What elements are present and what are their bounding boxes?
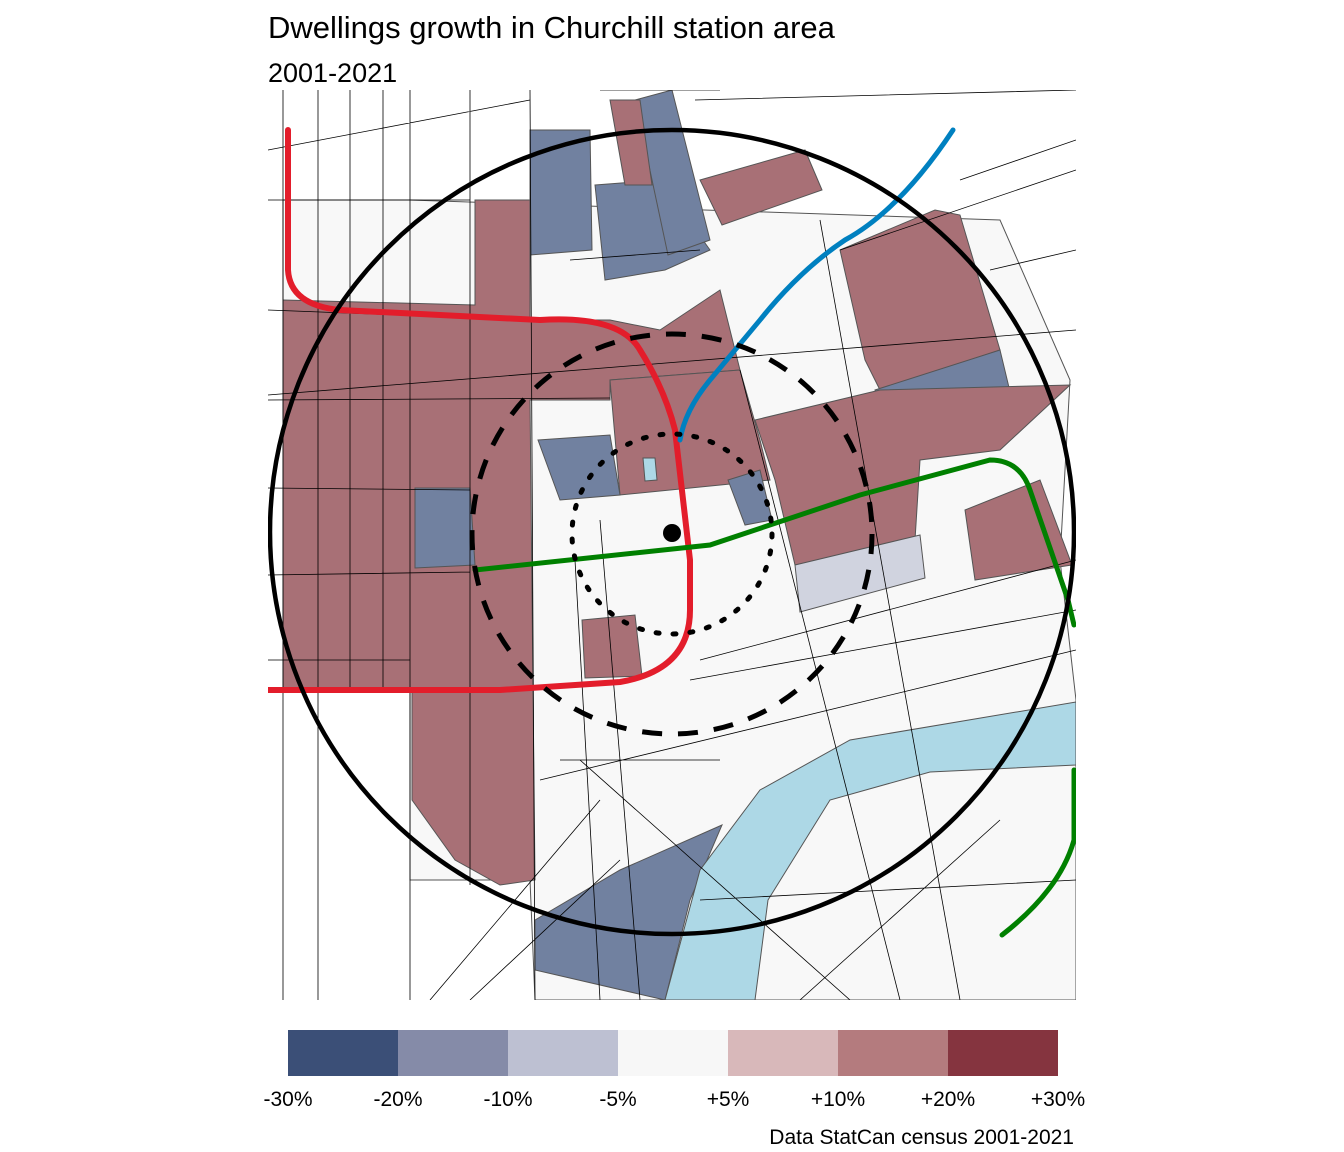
legend-tick-label: +20% [920, 1088, 976, 1111]
legend-ticks: -30% -20% -10% -5% +5% +10% +20% +30% [0, 1088, 1344, 1118]
small-water-area [642, 457, 658, 482]
station-point [663, 524, 681, 542]
legend-tick-label: +10% [810, 1088, 866, 1111]
legend-tick-label: -5% [599, 1088, 637, 1111]
legend-tick-label: -20% [373, 1088, 423, 1111]
red-line [268, 127, 693, 693]
census-areas [282, 90, 1076, 1000]
area-decline [529, 129, 593, 256]
map-subtitle: 2001-2021 [268, 58, 398, 88]
legend-tick-label: +30% [1030, 1088, 1086, 1111]
blue-line [677, 127, 956, 443]
legend-swatch [398, 1030, 508, 1076]
legend-tick-label: +5% [706, 1088, 750, 1111]
legend-swatch [288, 1030, 398, 1076]
river [664, 701, 1076, 1000]
area-growth [699, 149, 823, 226]
outer-ring-solid [268, 127, 1076, 937]
area-growth [609, 99, 653, 186]
legend-tick-label: -30% [263, 1088, 313, 1111]
area-decline [414, 487, 476, 569]
legend-tick-label: -10% [483, 1088, 533, 1111]
map-title: Dwellings growth in Churchill station ar… [268, 10, 835, 45]
legend-swatch [838, 1030, 948, 1076]
legend-colorbar [288, 1030, 1058, 1076]
transit-lines [268, 127, 1076, 938]
streets [268, 90, 1076, 1000]
area-decline [537, 434, 621, 501]
middle-ring-dashed [469, 331, 875, 737]
area-growth [754, 384, 1072, 566]
green-line [472, 457, 1076, 938]
legend-swatch [618, 1030, 728, 1076]
inner-ring-dotted [569, 431, 775, 637]
caption: Data StatCan census 2001-2021 [769, 1126, 1074, 1149]
legend-swatch [728, 1030, 838, 1076]
legend-swatch [948, 1030, 1058, 1076]
legend-swatch [508, 1030, 618, 1076]
